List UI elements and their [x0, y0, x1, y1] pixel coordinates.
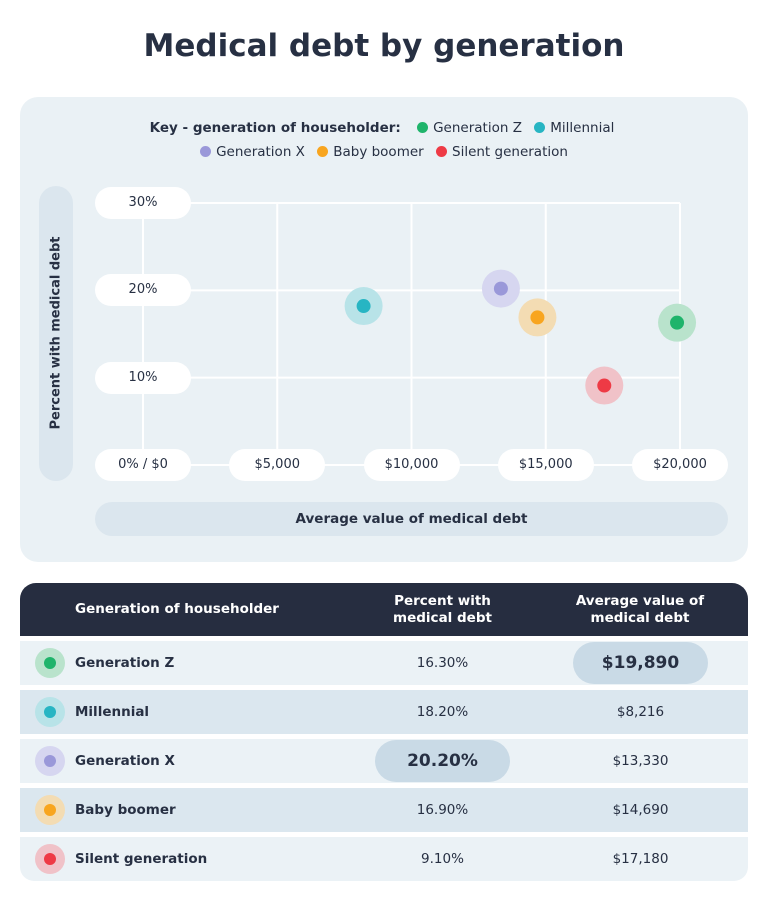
- legend-item-millennial: Millennial: [534, 120, 614, 136]
- header-percent: Percent with medical debt: [393, 592, 492, 626]
- row-percent: 9.10%: [421, 851, 464, 867]
- data-point-generation-z: [670, 315, 685, 330]
- y-tick-label: 20%: [95, 274, 191, 307]
- header-value: Average value of medical debt: [575, 592, 705, 626]
- data-table: Generation of householder Percent with m…: [20, 583, 748, 881]
- generation-dot-icon: [35, 648, 65, 678]
- generation-dot-icon: [35, 697, 65, 727]
- y-axis-label-box: [39, 186, 73, 481]
- table-row: Generation X 20.20% $13,330: [20, 739, 748, 783]
- table-header: Generation of householder Percent with m…: [20, 583, 748, 636]
- row-value: $14,690: [612, 802, 669, 818]
- row-generation: Generation X: [75, 753, 175, 769]
- x-tick-label: $15,000: [497, 449, 594, 481]
- row-generation: Silent generation: [75, 851, 208, 867]
- generation-dot-icon: [35, 844, 65, 874]
- table-row: Millennial 18.20% $8,216: [20, 690, 748, 734]
- row-percent: 16.30%: [416, 655, 469, 671]
- row-value: $19,890: [573, 642, 708, 684]
- row-value: $8,216: [616, 704, 665, 720]
- legend: Key - generation of householder: Generat…: [0, 120, 768, 136]
- x-tick-label: $20,000: [632, 449, 728, 481]
- data-point-millennial: [356, 299, 371, 314]
- y-tick-label: 30%: [95, 187, 191, 219]
- data-point-baby-boomer: [530, 310, 545, 325]
- x-tick-label: 0% / $0: [95, 449, 191, 481]
- row-value: $13,330: [612, 753, 669, 769]
- row-percent: 20.20%: [375, 740, 510, 782]
- header-generation: Generation of householder: [75, 601, 279, 617]
- legend-item-silent-generation: Silent generation: [436, 144, 568, 160]
- table-row: Silent generation 9.10% $17,180: [20, 837, 748, 881]
- row-percent: 16.90%: [416, 802, 469, 818]
- table-row: Generation Z 16.30% $19,890: [20, 641, 748, 685]
- legend-row-2: Generation X Baby boomer Silent generati…: [0, 144, 768, 160]
- x-tick-label: $10,000: [363, 449, 460, 481]
- legend-item-generation-x: Generation X: [200, 144, 305, 160]
- legend-label: Key - generation of householder:: [149, 120, 401, 136]
- x-tick-label: $5,000: [229, 449, 326, 481]
- data-point-silent-generation: [597, 378, 612, 393]
- row-value: $17,180: [612, 851, 669, 867]
- row-percent: 18.20%: [416, 704, 469, 720]
- row-generation: Millennial: [75, 704, 150, 720]
- generation-dot-icon: [35, 795, 65, 825]
- page-title: Medical debt by generation: [143, 28, 625, 64]
- y-tick-label: 10%: [95, 361, 191, 394]
- legend-item-baby-boomer: Baby boomer: [317, 144, 424, 160]
- row-generation: Baby boomer: [75, 802, 176, 818]
- table-row: Baby boomer 16.90% $14,690: [20, 788, 748, 832]
- legend-item-generation-z: Generation Z: [417, 120, 522, 136]
- chart-panel: [20, 97, 748, 562]
- generation-dot-icon: [35, 746, 65, 776]
- row-generation: Generation Z: [75, 655, 175, 671]
- x-axis-label: Average value of medical debt: [95, 502, 728, 536]
- data-point-generation-x: [493, 281, 508, 296]
